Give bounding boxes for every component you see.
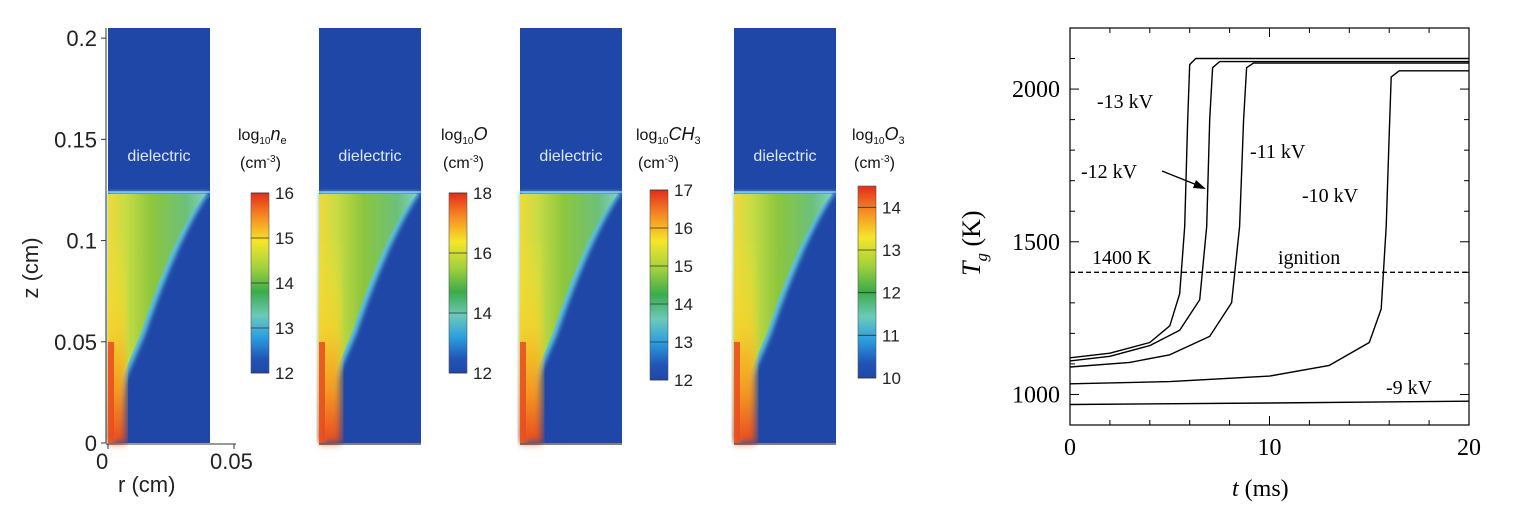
series-label-9kv: -9 kV [1386,377,1433,399]
series-label-12kv: -12 kV [1081,161,1138,183]
y-tick-label: 1000 [1012,382,1060,408]
colorbar-tick-label: 16 [473,244,492,263]
plume-body [734,193,832,443]
colorbar-2: 18 16 14 12 log10O (cm-3) [441,124,492,383]
colorbar-tick-label: 14 [882,198,901,217]
z-tick-label: 0 [85,431,97,456]
r-axis-label: r (cm) [118,472,175,497]
colorbar-tick-label: 14 [275,274,294,293]
r-tick-label: 0 [96,449,108,474]
colorbar-tick-label: 12 [674,371,693,390]
plume-core-peak [520,341,526,443]
r-axis: 0 0.05 r (cm) [96,443,253,497]
y-tick-label: 2000 [1012,77,1060,103]
z-tick-label: 0.15 [54,127,97,152]
colorbar-gradient [448,192,468,374]
unit-label: (cm-3) [638,154,679,172]
density-panel-1: dielectric [108,28,210,443]
colorbar-tick-label: 12 [275,364,294,383]
colorbar-tick-label: 13 [882,241,901,260]
species-density-maps: dielectric 16 15 14 13 12 log10ne (cm-3) dielect… [108,28,905,445]
series-line-minus13kV [1069,57,1469,359]
z-axis: 0 0.05 0.1 0.15 0.2 z (cm) [18,26,107,456]
density-panel-2: dielectric [319,28,421,445]
colorbar-tick-label: 16 [674,219,693,238]
plume-body [108,193,206,443]
colorbar-tick-label: 16 [275,184,294,203]
colorbar-tick-label: 11 [882,326,900,345]
z-axis-label: z (cm) [18,237,43,298]
unit-label: (cm-3) [854,154,895,172]
plume-core-peak [319,341,325,443]
arrowhead [1193,180,1206,189]
dielectric-label: dielectric [539,148,602,165]
r-tick-label: 0.05 [210,449,253,474]
plume-core-peak [734,341,740,443]
species-label: log10O3 [852,124,905,147]
colorbar-tick-label: 10 [882,369,901,388]
y-tick-label: 1500 [1012,230,1060,256]
series-line-minus10kV [1069,70,1469,385]
unit-label: (cm-3) [240,154,281,172]
x-tick-label: 0 [1064,435,1076,461]
series-line-minus9kV [1069,400,1470,406]
z-tick-label: 0.2 [66,26,97,51]
series-label-11kv: -11 kV [1250,141,1306,163]
ignition-value-label: 1400 K [1092,247,1152,269]
x-tick-label: 20 [1457,435,1481,461]
y-axis-label: Tg (K) [957,210,991,276]
species-label: log10CH3 [636,124,701,147]
temperature-chart: 0 10 20 1000 1500 2000 1400 K ignition -13 k… [957,27,1481,502]
colorbar-tick-label: 12 [473,364,492,383]
colorbar-1: 16 15 14 13 12 log10ne (cm-3) [238,124,294,383]
z-tick-label: 0.05 [54,330,97,355]
species-label: log10ne [238,124,287,147]
density-panel-3: dielectric [520,28,622,445]
series-line-minus11kV [1069,62,1469,368]
density-panel-4: dielectric [734,28,836,445]
colorbar-tick-label: 13 [674,333,693,352]
dielectric-label: dielectric [753,148,816,165]
dielectric-label: dielectric [338,148,401,165]
series-lines [1069,57,1470,406]
colorbar-gradient [649,189,669,381]
y-tick-labels: 1000 1500 2000 [1012,77,1060,408]
x-tick-label: 10 [1258,435,1282,461]
series-line-minus12kV [1069,60,1469,362]
colorbar-tick-label: 14 [473,304,492,323]
plume-core-peak [108,341,114,443]
x-tick-labels: 0 10 20 [1064,435,1481,461]
ignition-label: ignition [1278,247,1340,269]
colorbar-tick-label: 13 [275,319,294,338]
colorbar-3: 17 16 15 14 13 12 log10CH3 (cm-3) [636,124,701,390]
colorbar-tick-label: 14 [674,295,693,314]
colorbar-tick-label: 15 [275,229,294,248]
colorbar-tick-label: 17 [674,181,693,200]
x-axis-label: t (ms) [1232,476,1289,502]
colorbar-4: 14 13 12 11 10 log10O3 (cm-3) [852,124,905,388]
series-label-10kv: -10 kV [1302,185,1359,207]
z-tick-label: 0.1 [66,229,97,254]
plume-body [520,193,618,443]
colorbar-gradient [857,185,877,379]
plume-body [319,193,417,443]
dielectric-label: dielectric [127,148,190,165]
colorbar-tick-label: 12 [882,284,901,303]
plot-frame [1069,27,1470,426]
colorbar-tick-label: 18 [473,184,492,203]
tick-marks [1069,28,1470,425]
colorbar-tick-label: 15 [674,257,693,276]
series-label-13kv: -13 kV [1097,91,1154,113]
unit-label: (cm-3) [443,154,484,172]
species-label: log10O [441,124,488,147]
